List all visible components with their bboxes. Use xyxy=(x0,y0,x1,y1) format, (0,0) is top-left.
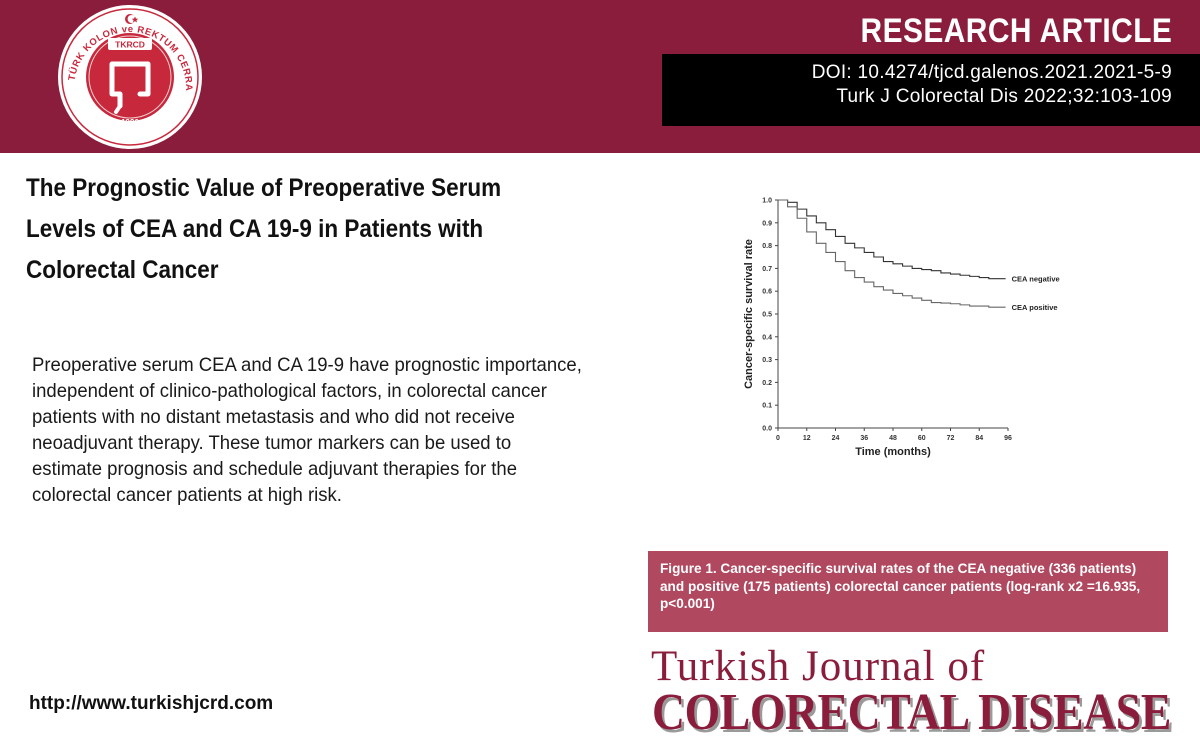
x-tick-label: 96 xyxy=(1004,435,1012,442)
y-tick-label: 0.2 xyxy=(762,380,772,387)
journal-name-line2: COLORECTAL DISEASE xyxy=(652,684,1171,741)
y-tick-label: 0.7 xyxy=(762,266,772,273)
x-tick-label: 60 xyxy=(918,435,926,442)
doi-text[interactable]: DOI: 10.4274/tjcd.galenos.2021.2021-5-9 xyxy=(811,62,1172,83)
y-tick-label: 0.4 xyxy=(762,334,772,341)
citation-text: Turk J Colorectal Dis 2022;32:103-109 xyxy=(836,86,1172,107)
x-tick-label: 12 xyxy=(803,435,811,442)
x-tick-label: 24 xyxy=(832,435,840,442)
figure-caption: Figure 1. Cancer-specific survival rates… xyxy=(660,561,1141,611)
journal-url-link[interactable]: http://www.turkishjcrd.com xyxy=(29,693,274,714)
survival-chart: 0.0 0.1 0.2 0.3 0.4 0.5 0.6 0.7 0.8 0.9 1.0 0 12 24 36… xyxy=(743,198,1060,459)
y-tick-label: 0.8 xyxy=(762,243,772,250)
journal-name-line1: Turkish Journal of xyxy=(651,643,986,690)
svg-text:1990: 1990 xyxy=(121,118,139,127)
y-tick-label: 0.3 xyxy=(762,357,772,364)
x-tick-label: 48 xyxy=(889,435,897,442)
article-type-label: RESEARCH ARTICLE xyxy=(860,12,1172,50)
svg-text:TKRCD: TKRCD xyxy=(115,40,145,50)
y-tick-label: 0.1 xyxy=(762,403,772,410)
article-title: The Prognostic Value of Preoperative Ser… xyxy=(26,174,502,284)
figure-caption-box: Figure 1. Cancer-specific survival rates… xyxy=(648,551,1168,632)
series-line-cea-positive xyxy=(778,199,1006,308)
y-tick-label: 1.0 xyxy=(762,198,772,205)
x-tick-label: 72 xyxy=(947,435,955,442)
y-tick-label: 0.9 xyxy=(762,220,772,227)
series-label-cea-negative: CEA negative xyxy=(1012,275,1060,284)
x-tick-label: 84 xyxy=(975,435,983,442)
article-summary: Preoperative serum CEA and CA 19-9 have … xyxy=(32,354,582,506)
series-line-cea-negative xyxy=(778,199,1006,280)
x-tick-label: 0 xyxy=(776,435,780,442)
society-logo-icon: TÜRK KOLON ve REKTUM CERRAHİSİ DERNEĞİ T… xyxy=(50,2,202,149)
citation-box: DOI: 10.4274/tjcd.galenos.2021.2021-5-9 … xyxy=(662,54,1200,126)
y-tick-label: 0.6 xyxy=(762,289,772,296)
x-tick-label: 36 xyxy=(860,435,868,442)
y-tick-label: 0.5 xyxy=(762,312,772,319)
y-axis-label: Cancer-specific survival rate xyxy=(743,239,755,389)
header-banner: TÜRK KOLON ve REKTUM CERRAHİSİ DERNEĞİ T… xyxy=(0,0,1200,153)
x-axis-label: Time (months) xyxy=(855,446,931,458)
y-tick-label: 0.0 xyxy=(762,426,772,433)
series-label-cea-positive: CEA positive xyxy=(1012,303,1058,312)
